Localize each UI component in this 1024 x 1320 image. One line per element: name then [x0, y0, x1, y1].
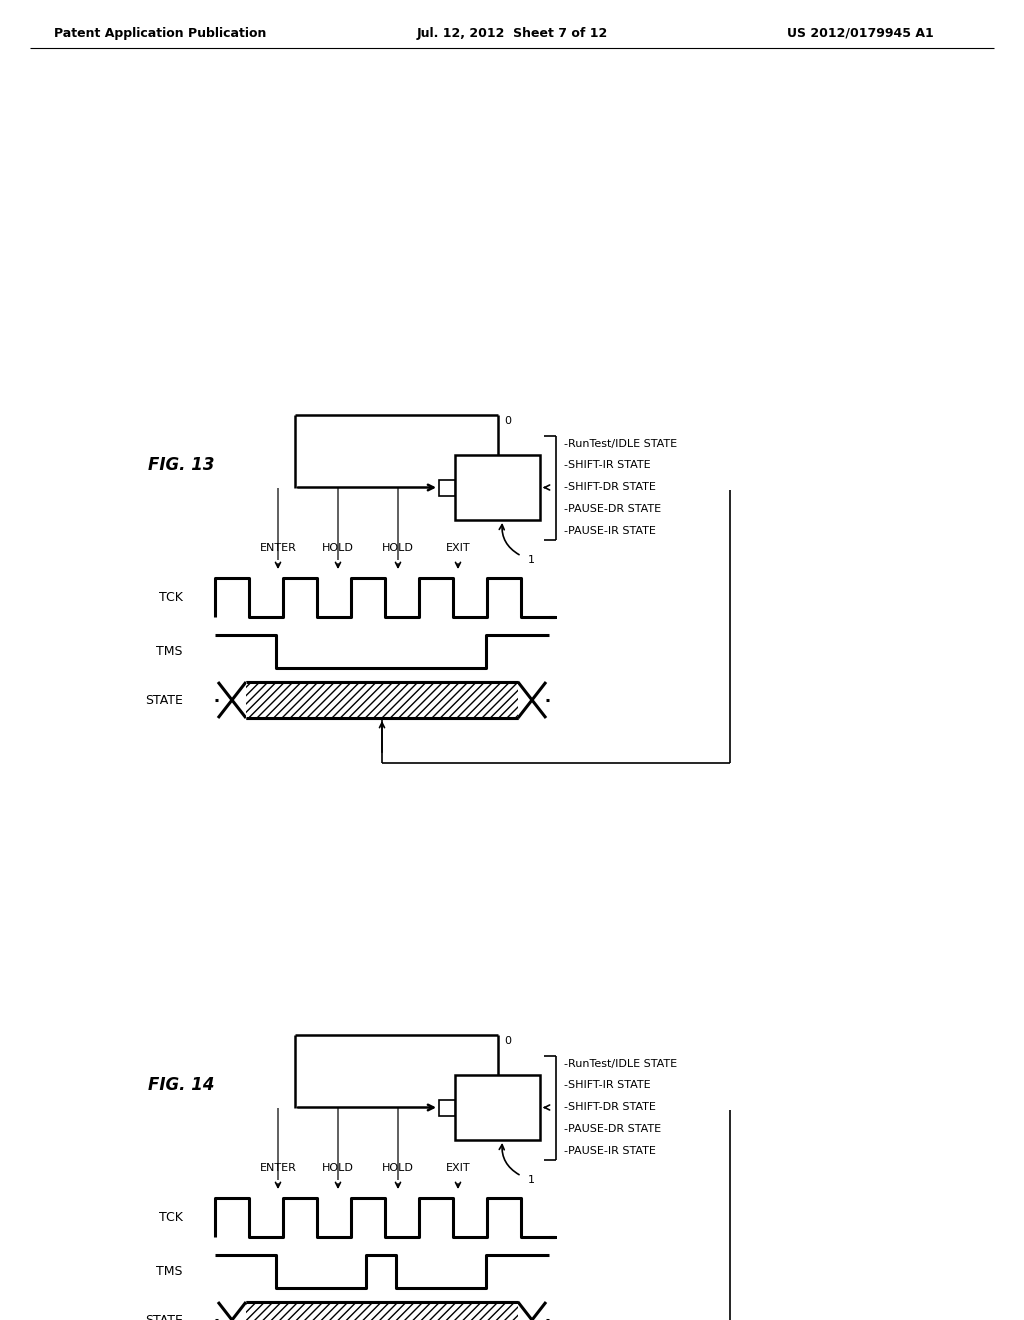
Text: Patent Application Publication: Patent Application Publication	[54, 26, 266, 40]
Text: Jul. 12, 2012  Sheet 7 of 12: Jul. 12, 2012 Sheet 7 of 12	[417, 26, 607, 40]
Text: -SHIFT-DR STATE: -SHIFT-DR STATE	[564, 1102, 656, 1113]
Text: ENTER: ENTER	[259, 1163, 296, 1173]
Text: FIG. 14: FIG. 14	[148, 1076, 214, 1094]
Text: 0: 0	[443, 1102, 451, 1113]
Text: STATE: STATE	[145, 693, 183, 706]
Bar	[246, 682, 518, 718]
Text: 0: 0	[443, 483, 451, 492]
Text: HOLD: HOLD	[323, 1163, 354, 1173]
Bar	[455, 455, 540, 520]
Text: -PAUSE-DR STATE: -PAUSE-DR STATE	[564, 1125, 662, 1134]
Text: -SHIFT-DR STATE: -SHIFT-DR STATE	[564, 483, 656, 492]
Text: STATE: STATE	[480, 1113, 514, 1122]
Text: -PAUSE-IR STATE: -PAUSE-IR STATE	[564, 1147, 656, 1156]
Text: -SHIFT-IR STATE: -SHIFT-IR STATE	[564, 1081, 650, 1090]
Text: -RunTest/IDLE STATE: -RunTest/IDLE STATE	[564, 438, 677, 449]
Text: TCK: TCK	[159, 1210, 183, 1224]
Bar	[455, 1074, 540, 1140]
Text: HOLD: HOLD	[382, 543, 414, 553]
Text: 1: 1	[528, 554, 535, 565]
Text: TCK: TCK	[159, 591, 183, 605]
Text: STATE: STATE	[480, 492, 514, 503]
Text: HOLD: HOLD	[323, 543, 354, 553]
Bar	[439, 1100, 455, 1115]
Text: -SHIFT-IR STATE: -SHIFT-IR STATE	[564, 461, 650, 470]
Text: FIG. 13: FIG. 13	[148, 455, 214, 474]
Text: -PAUSE-IR STATE: -PAUSE-IR STATE	[564, 527, 656, 536]
Text: -RunTest/IDLE STATE: -RunTest/IDLE STATE	[564, 1059, 677, 1068]
Text: EXIT: EXIT	[445, 543, 470, 553]
Text: TMS: TMS	[157, 1265, 183, 1278]
Text: REPLACE: REPLACE	[472, 1093, 522, 1102]
Text: STATE: STATE	[145, 1313, 183, 1320]
Text: US 2012/0179945 A1: US 2012/0179945 A1	[786, 26, 933, 40]
Text: TMS: TMS	[157, 645, 183, 657]
Text: EXIT: EXIT	[445, 1163, 470, 1173]
Bar	[246, 1302, 518, 1320]
Text: 0: 0	[504, 416, 511, 426]
Bar	[439, 479, 455, 495]
Text: HOLD: HOLD	[382, 1163, 414, 1173]
Text: 1: 1	[528, 1175, 535, 1185]
Text: ENTER: ENTER	[259, 543, 296, 553]
Text: -PAUSE-DR STATE: -PAUSE-DR STATE	[564, 504, 662, 515]
Text: REPLACE: REPLACE	[472, 473, 522, 483]
Text: 0: 0	[504, 1036, 511, 1045]
